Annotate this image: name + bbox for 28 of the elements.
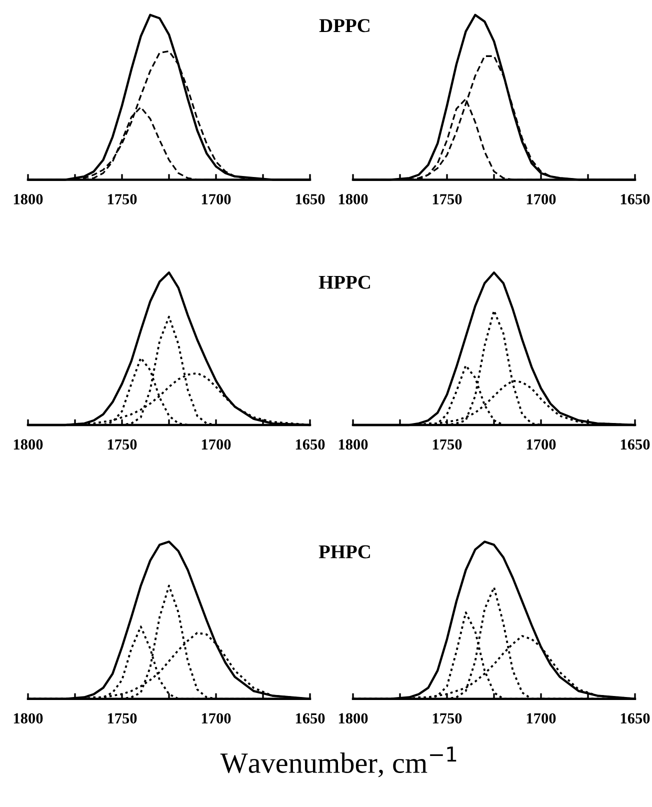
x-tick-label: 1650 — [296, 439, 325, 450]
x-tick-label: 1700 — [526, 194, 556, 204]
x-tick-label: 1700 — [526, 439, 556, 450]
x-tick-label: 1700 — [202, 194, 231, 204]
chart-title: PHPC — [318, 545, 370, 558]
x-tick-label: 1750 — [108, 194, 137, 204]
x-tick-label: 1700 — [526, 713, 556, 724]
x-tick-label: 1800 — [338, 713, 368, 724]
chart-title: DPPC — [319, 19, 370, 32]
x-tick-label: 1800 — [338, 194, 368, 204]
x-tick-label: 1650 — [296, 194, 325, 204]
x-tick-label: 1750 — [432, 439, 462, 450]
x-tick-label: 1700 — [202, 439, 231, 450]
x-tick-label: 1800 — [14, 713, 43, 724]
x-tick-label: 1800 — [338, 439, 368, 450]
x-tick-label: 1750 — [432, 194, 462, 204]
x-axis-title: Wavenumber, cm$^{−1}$ — [220, 746, 456, 778]
x-tick-label: 1750 — [108, 439, 137, 450]
x-tick-label: 1800 — [14, 439, 43, 450]
x-tick-label: 1700 — [202, 713, 231, 724]
x-tick-label: 1750 — [108, 713, 137, 724]
x-tick-label: 1650 — [620, 194, 650, 204]
x-tick-label: 1650 — [620, 713, 650, 724]
x-tick-label: 1650 — [620, 439, 650, 450]
x-tick-label: 1650 — [296, 713, 325, 724]
x-tick-label: 1800 — [14, 194, 43, 204]
x-tick-label: 1750 — [432, 713, 462, 724]
chart-title: HPPC — [318, 276, 370, 289]
